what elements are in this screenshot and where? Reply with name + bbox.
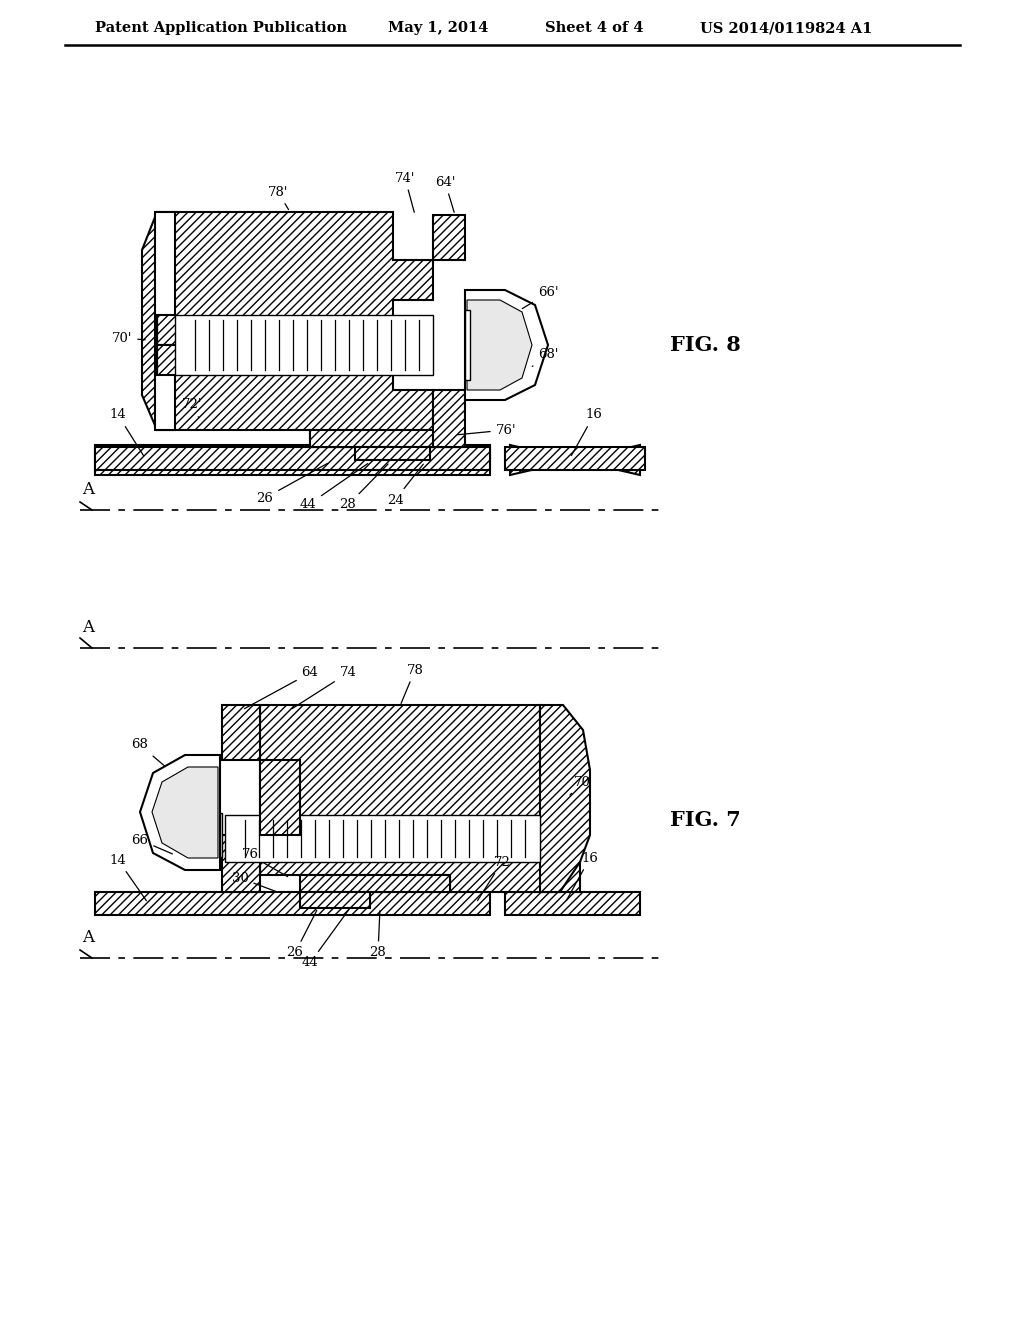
Polygon shape xyxy=(142,213,157,430)
Polygon shape xyxy=(95,892,490,915)
Polygon shape xyxy=(222,705,260,760)
Text: 78': 78' xyxy=(267,186,289,210)
Polygon shape xyxy=(260,760,300,836)
Polygon shape xyxy=(220,813,222,857)
Polygon shape xyxy=(95,445,490,475)
Text: 16: 16 xyxy=(566,851,598,900)
Polygon shape xyxy=(465,290,548,400)
Text: 26: 26 xyxy=(257,463,328,504)
Polygon shape xyxy=(222,836,260,892)
Text: 74': 74' xyxy=(394,172,416,213)
Polygon shape xyxy=(157,213,433,345)
Polygon shape xyxy=(152,767,218,858)
Text: May 1, 2014: May 1, 2014 xyxy=(388,21,488,36)
Text: A: A xyxy=(82,929,94,946)
Text: 28: 28 xyxy=(340,465,388,511)
Polygon shape xyxy=(300,875,450,892)
Polygon shape xyxy=(175,315,433,375)
Polygon shape xyxy=(225,814,540,862)
Text: 76': 76' xyxy=(458,424,516,437)
Text: 64': 64' xyxy=(435,176,456,213)
Text: 68': 68' xyxy=(532,348,558,367)
Polygon shape xyxy=(355,447,430,459)
Text: 44: 44 xyxy=(300,463,368,511)
Polygon shape xyxy=(140,755,220,870)
Polygon shape xyxy=(510,445,640,475)
Text: 14: 14 xyxy=(110,408,143,455)
Text: 72: 72 xyxy=(477,855,510,900)
Polygon shape xyxy=(505,447,645,470)
Polygon shape xyxy=(260,705,580,836)
Polygon shape xyxy=(433,389,465,447)
Text: 14: 14 xyxy=(110,854,146,900)
Polygon shape xyxy=(155,213,175,430)
Text: 24: 24 xyxy=(387,465,423,507)
Text: 28: 28 xyxy=(370,911,386,960)
Text: 74: 74 xyxy=(292,667,356,709)
Text: 68: 68 xyxy=(131,738,165,766)
Text: 66': 66' xyxy=(522,286,558,309)
Polygon shape xyxy=(540,705,590,892)
Text: 30: 30 xyxy=(231,871,278,892)
Polygon shape xyxy=(505,892,640,915)
Polygon shape xyxy=(300,892,370,908)
Polygon shape xyxy=(310,430,460,447)
Polygon shape xyxy=(467,300,532,389)
Text: 64: 64 xyxy=(245,667,318,709)
Text: 70: 70 xyxy=(570,776,591,795)
Polygon shape xyxy=(157,345,433,447)
Text: Sheet 4 of 4: Sheet 4 of 4 xyxy=(545,21,643,36)
Text: 16: 16 xyxy=(571,408,602,455)
Text: A: A xyxy=(82,619,94,636)
Text: 70': 70' xyxy=(112,331,145,345)
Text: 76: 76 xyxy=(242,849,288,876)
Polygon shape xyxy=(260,836,580,892)
Text: 44: 44 xyxy=(302,911,348,969)
Text: A: A xyxy=(82,482,94,499)
Text: 66: 66 xyxy=(131,833,172,854)
Polygon shape xyxy=(95,447,490,470)
Polygon shape xyxy=(465,310,470,380)
Text: 72': 72' xyxy=(181,399,203,417)
Text: 78: 78 xyxy=(401,664,424,704)
Text: US 2014/0119824 A1: US 2014/0119824 A1 xyxy=(700,21,872,36)
Text: 26: 26 xyxy=(287,911,316,960)
Text: FIG. 8: FIG. 8 xyxy=(670,335,740,355)
Text: FIG. 7: FIG. 7 xyxy=(670,810,740,830)
Text: Patent Application Publication: Patent Application Publication xyxy=(95,21,347,36)
Polygon shape xyxy=(433,215,465,260)
